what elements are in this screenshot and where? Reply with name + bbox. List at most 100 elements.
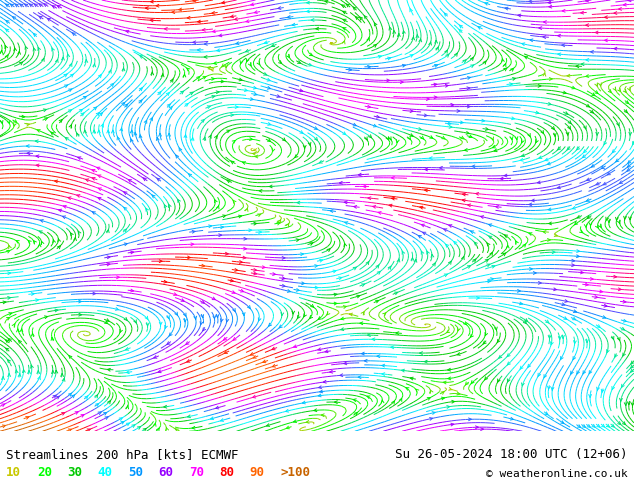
FancyArrowPatch shape <box>235 269 238 271</box>
FancyArrowPatch shape <box>521 158 523 161</box>
FancyArrowPatch shape <box>201 315 204 318</box>
FancyArrowPatch shape <box>292 311 295 314</box>
FancyArrowPatch shape <box>28 370 30 373</box>
FancyArrowPatch shape <box>612 149 615 153</box>
FancyArrowPatch shape <box>507 354 510 357</box>
FancyArrowPatch shape <box>389 204 392 207</box>
FancyArrowPatch shape <box>40 220 43 222</box>
FancyArrowPatch shape <box>67 54 70 57</box>
FancyArrowPatch shape <box>564 317 567 319</box>
FancyArrowPatch shape <box>262 266 265 269</box>
FancyArrowPatch shape <box>9 245 11 249</box>
FancyArrowPatch shape <box>159 322 162 325</box>
FancyArrowPatch shape <box>75 412 78 414</box>
FancyArrowPatch shape <box>523 244 526 247</box>
FancyArrowPatch shape <box>462 256 464 260</box>
FancyArrowPatch shape <box>134 320 136 323</box>
FancyArrowPatch shape <box>582 425 585 427</box>
FancyArrowPatch shape <box>447 406 450 408</box>
FancyArrowPatch shape <box>200 321 203 325</box>
FancyArrowPatch shape <box>621 327 624 330</box>
FancyArrowPatch shape <box>139 88 142 91</box>
FancyArrowPatch shape <box>361 352 365 355</box>
FancyArrowPatch shape <box>421 136 424 139</box>
FancyArrowPatch shape <box>171 79 173 82</box>
FancyArrowPatch shape <box>483 341 486 344</box>
FancyArrowPatch shape <box>476 426 478 429</box>
FancyArrowPatch shape <box>316 27 319 30</box>
FancyArrowPatch shape <box>37 130 40 132</box>
FancyArrowPatch shape <box>568 121 571 123</box>
FancyArrowPatch shape <box>465 382 469 385</box>
FancyArrowPatch shape <box>501 59 504 62</box>
FancyArrowPatch shape <box>452 400 455 403</box>
FancyArrowPatch shape <box>346 4 349 7</box>
FancyArrowPatch shape <box>93 292 96 295</box>
FancyArrowPatch shape <box>618 421 621 424</box>
FancyArrowPatch shape <box>602 316 605 318</box>
FancyArrowPatch shape <box>441 392 444 394</box>
FancyArrowPatch shape <box>574 341 576 343</box>
FancyArrowPatch shape <box>144 120 146 123</box>
FancyArrowPatch shape <box>22 369 25 372</box>
FancyArrowPatch shape <box>201 120 204 122</box>
FancyArrowPatch shape <box>589 223 592 226</box>
FancyArrowPatch shape <box>374 23 377 26</box>
FancyArrowPatch shape <box>614 47 617 50</box>
FancyArrowPatch shape <box>233 200 236 203</box>
FancyArrowPatch shape <box>5 46 8 49</box>
FancyArrowPatch shape <box>307 10 309 13</box>
FancyArrowPatch shape <box>623 89 626 93</box>
FancyArrowPatch shape <box>353 399 356 401</box>
FancyArrowPatch shape <box>306 420 309 423</box>
FancyArrowPatch shape <box>487 264 490 267</box>
FancyArrowPatch shape <box>618 88 621 92</box>
FancyArrowPatch shape <box>231 15 233 18</box>
FancyArrowPatch shape <box>282 284 285 287</box>
FancyArrowPatch shape <box>179 148 182 151</box>
FancyArrowPatch shape <box>297 61 301 63</box>
FancyArrowPatch shape <box>198 20 200 23</box>
FancyArrowPatch shape <box>5 55 8 58</box>
FancyArrowPatch shape <box>117 276 119 279</box>
FancyArrowPatch shape <box>34 33 37 36</box>
FancyArrowPatch shape <box>604 142 607 145</box>
FancyArrowPatch shape <box>74 238 77 241</box>
FancyArrowPatch shape <box>202 28 205 31</box>
FancyArrowPatch shape <box>204 55 207 58</box>
FancyArrowPatch shape <box>181 299 184 301</box>
FancyArrowPatch shape <box>31 333 34 336</box>
FancyArrowPatch shape <box>365 16 367 19</box>
FancyArrowPatch shape <box>597 424 600 427</box>
FancyArrowPatch shape <box>598 83 601 86</box>
FancyArrowPatch shape <box>216 206 219 209</box>
FancyArrowPatch shape <box>245 89 247 92</box>
FancyArrowPatch shape <box>377 271 380 274</box>
FancyArrowPatch shape <box>245 49 249 52</box>
FancyArrowPatch shape <box>247 59 249 62</box>
FancyArrowPatch shape <box>427 251 429 254</box>
FancyArrowPatch shape <box>434 83 437 86</box>
FancyArrowPatch shape <box>491 137 493 140</box>
FancyArrowPatch shape <box>400 81 403 84</box>
FancyArrowPatch shape <box>356 17 359 20</box>
FancyArrowPatch shape <box>254 272 257 275</box>
FancyArrowPatch shape <box>259 231 261 234</box>
FancyArrowPatch shape <box>203 76 206 79</box>
FancyArrowPatch shape <box>169 333 172 336</box>
FancyArrowPatch shape <box>624 403 627 406</box>
FancyArrowPatch shape <box>469 418 471 421</box>
FancyArrowPatch shape <box>231 114 233 117</box>
FancyArrowPatch shape <box>507 362 510 365</box>
FancyArrowPatch shape <box>323 380 327 383</box>
FancyArrowPatch shape <box>158 370 161 373</box>
FancyArrowPatch shape <box>576 65 579 68</box>
FancyArrowPatch shape <box>238 215 242 218</box>
FancyArrowPatch shape <box>485 377 488 380</box>
FancyArrowPatch shape <box>266 424 269 426</box>
FancyArrowPatch shape <box>402 251 404 254</box>
FancyArrowPatch shape <box>255 155 258 158</box>
FancyArrowPatch shape <box>557 186 560 189</box>
FancyArrowPatch shape <box>44 316 48 318</box>
FancyArrowPatch shape <box>486 127 488 130</box>
